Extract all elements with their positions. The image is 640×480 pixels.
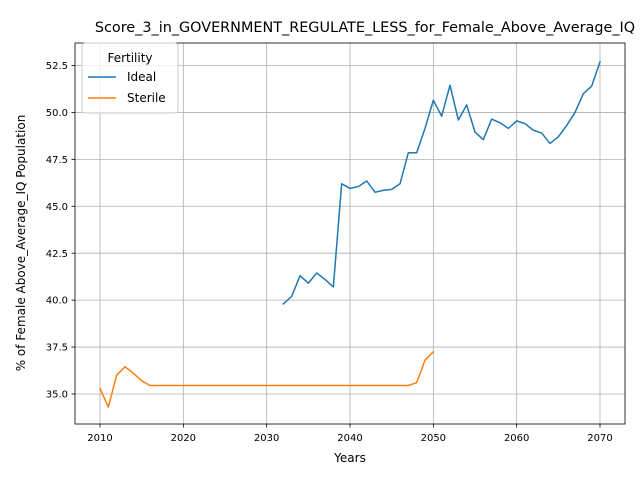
y-tick-label: 45.0 [46, 202, 68, 213]
y-tick-label: 40.0 [46, 296, 68, 307]
y-tick-label: 47.5 [46, 155, 68, 166]
series-layer [99, 60, 601, 408]
legend: Fertility Ideal Sterile [81, 42, 179, 114]
y-axis: 35.0 37.5 40.0 42.5 45.0 47.5 50.0 52.5 [46, 61, 75, 401]
x-tick-label: 2070 [587, 433, 612, 444]
x-axis: 2010 2020 2030 2040 2050 2060 2070 [87, 424, 613, 444]
y-axis-label: % of Female Above_Average_IQ Population [14, 115, 28, 372]
x-tick-label: 2020 [171, 433, 196, 444]
x-tick-label: 2010 [87, 433, 112, 444]
x-tick-label: 2060 [504, 433, 529, 444]
chart-title: Score_3_in_GOVERNMENT_REGULATE_LESS_for_… [95, 20, 635, 36]
y-tick-label: 37.5 [46, 343, 68, 354]
legend-box [81, 42, 179, 114]
x-tick-label: 2030 [254, 433, 279, 444]
y-tick-label: 42.5 [46, 249, 68, 260]
legend-title: Fertility [107, 51, 152, 65]
grid [75, 43, 625, 424]
legend-label-ideal: Ideal [127, 70, 156, 84]
x-axis-label: Years [333, 451, 366, 465]
y-tick-label: 50.0 [46, 108, 68, 119]
x-tick-label: 2040 [337, 433, 362, 444]
y-tick-label: 52.5 [46, 61, 68, 72]
series-line-sterile [99, 350, 435, 408]
legend-label-sterile: Sterile [127, 91, 166, 105]
x-tick-label: 2050 [421, 433, 446, 444]
series-line-ideal [282, 60, 601, 305]
y-tick-label: 35.0 [46, 390, 68, 401]
